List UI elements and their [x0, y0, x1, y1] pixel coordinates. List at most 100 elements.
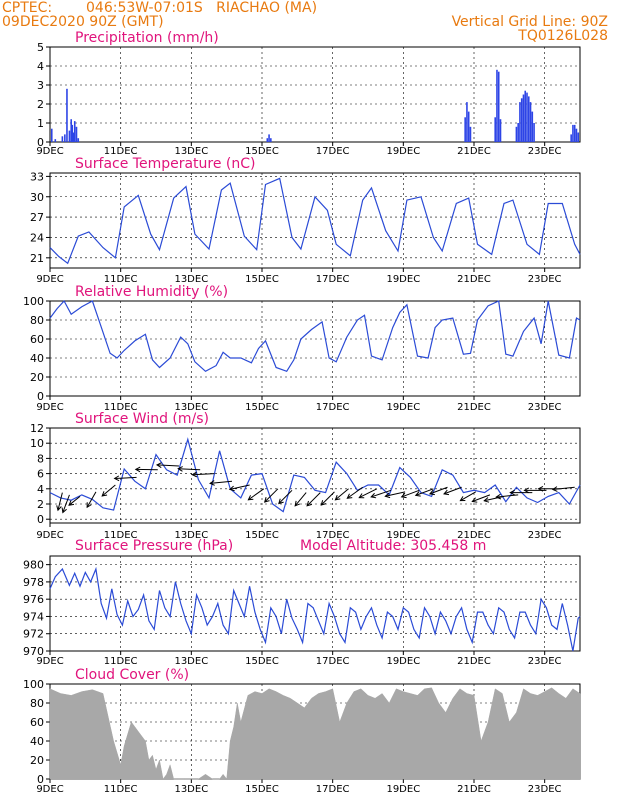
- header-grid-note: Vertical Grid Line: 90Z: [451, 14, 608, 30]
- wind-arrow-head: [334, 494, 341, 501]
- precip-bar: [71, 124, 74, 142]
- precip-bar: [72, 132, 75, 142]
- cloud-ytick-label: 0: [37, 773, 44, 786]
- wind-arrow: [443, 486, 462, 495]
- rh-frame: [49, 300, 581, 397]
- temp-xtick-label: 9DEC: [36, 274, 63, 285]
- wind-arrow-head: [247, 495, 254, 501]
- wind-arrow-head: [471, 497, 478, 503]
- cloud-xtick-label: 21DEC: [457, 784, 491, 795]
- precip-bar: [68, 130, 71, 142]
- precip-bar: [515, 126, 518, 142]
- precip-bar: [517, 123, 519, 142]
- pressure-ytick-label: 980: [23, 559, 44, 572]
- pressure-ytick-label: 976: [23, 593, 44, 606]
- wind-arrow: [552, 486, 575, 490]
- wind-arrow: [335, 488, 349, 501]
- pressure-annotation: Model Altitude: 305.458 m: [300, 538, 486, 554]
- precip-ytick-label: 5: [37, 41, 44, 54]
- cloud-xtick-label: 19DEC: [386, 784, 420, 795]
- wind-arrow: [371, 489, 392, 498]
- wind-arrow: [484, 495, 505, 502]
- wind-arrow: [401, 489, 420, 498]
- precip-bar: [499, 119, 502, 142]
- pressure-xtick-label: 15DEC: [245, 656, 279, 667]
- temp-ytick-label: 33: [30, 170, 44, 183]
- cloud-ytick-label: 20: [30, 754, 44, 767]
- wind-arrow: [229, 484, 250, 490]
- pressure-ytick-label: 970: [23, 645, 44, 658]
- precip-bar: [533, 123, 535, 142]
- cloud-ytick-label: 60: [30, 716, 44, 729]
- pressure-series-line: [49, 566, 581, 652]
- wind-arrow-head: [56, 505, 62, 512]
- wind-ytick-label: 2: [37, 498, 44, 511]
- wind-ytick-label: 0: [37, 513, 44, 526]
- wind-arrow: [156, 464, 179, 467]
- rh-xtick-label: 15DEC: [245, 402, 279, 413]
- wind-arrow: [264, 488, 279, 503]
- wind-arrow-head: [134, 466, 141, 473]
- wind-arrow: [359, 488, 378, 499]
- wind-arrow-head: [483, 497, 490, 503]
- wind-arrow-head: [68, 500, 75, 506]
- wind-arrow-head: [459, 496, 466, 502]
- rh-xtick-label: 23DEC: [528, 402, 562, 413]
- rh-xtick-label: 11DEC: [104, 402, 138, 413]
- temp-ytick-label: 21: [30, 252, 44, 265]
- wind-ytick-label: 10: [30, 437, 44, 450]
- wind-arrow: [101, 484, 116, 497]
- wind-xtick-label: 9DEC: [36, 530, 63, 541]
- wind-arrow-head: [428, 489, 435, 496]
- wind-arrow: [86, 491, 97, 508]
- rh-xtick-label: 9DEC: [36, 402, 63, 413]
- rh-ytick-label: 20: [30, 371, 44, 384]
- cloud-xtick-label: 9DEC: [36, 784, 63, 795]
- precip-xtick-label: 13DEC: [174, 146, 208, 157]
- wind-arrow-head: [414, 491, 421, 497]
- temp-xtick-label: 21DEC: [457, 274, 491, 285]
- precip-bar: [54, 139, 57, 142]
- wind-title: Surface Wind (m/s): [75, 411, 209, 427]
- temp-xtick-label: 13DEC: [174, 274, 208, 285]
- rh-ytick-label: 60: [30, 333, 44, 346]
- wind-arrow-head: [191, 471, 198, 478]
- precip-bar: [467, 111, 470, 142]
- temp-xtick-label: 19DEC: [386, 274, 420, 285]
- wind-arrow-head: [263, 497, 270, 503]
- cloud-xtick-label: 17DEC: [316, 784, 350, 795]
- pressure-ytick-label: 978: [23, 576, 44, 589]
- pressure-xtick-label: 11DEC: [104, 656, 138, 667]
- cloud-xtick-label: 13DEC: [174, 784, 208, 795]
- precip-ytick-label: 3: [37, 79, 44, 92]
- wind-arrow-head: [177, 466, 183, 472]
- temp-frame: [49, 172, 581, 269]
- precip-bar: [73, 121, 76, 142]
- wind-arrow-head: [443, 489, 450, 496]
- wind-arrow-head: [278, 498, 284, 505]
- precip-bar: [66, 88, 68, 142]
- precip-xtick-label: 15DEC: [245, 146, 279, 157]
- wind-arrow: [320, 491, 335, 506]
- rh-ytick-label: 100: [23, 295, 44, 308]
- wind-arrow-head: [537, 485, 544, 492]
- wind-frame: [49, 427, 581, 524]
- wind-arrow-head: [155, 462, 162, 468]
- precip-bar: [573, 124, 576, 142]
- cloud-xtick-label: 15DEC: [245, 784, 279, 795]
- wind-arrow: [460, 491, 477, 502]
- precip-xtick-label: 17DEC: [316, 146, 350, 157]
- temp-xtick-label: 17DEC: [316, 274, 350, 285]
- wind-arrow: [306, 492, 321, 507]
- precip-bar: [531, 111, 534, 142]
- temp-ytick-label: 30: [30, 191, 44, 204]
- precip-bar: [77, 138, 80, 142]
- temp-ytick-label: 27: [30, 211, 44, 224]
- precip-xtick-label: 9DEC: [36, 146, 63, 157]
- precip-xtick-label: 19DEC: [386, 146, 420, 157]
- precip-bar: [50, 128, 53, 142]
- wind-xtick-label: 23DEC: [528, 530, 562, 541]
- cloud-ytick-label: 40: [30, 735, 44, 748]
- wind-arrow-head: [320, 500, 327, 506]
- wind-arrow-head: [228, 485, 235, 492]
